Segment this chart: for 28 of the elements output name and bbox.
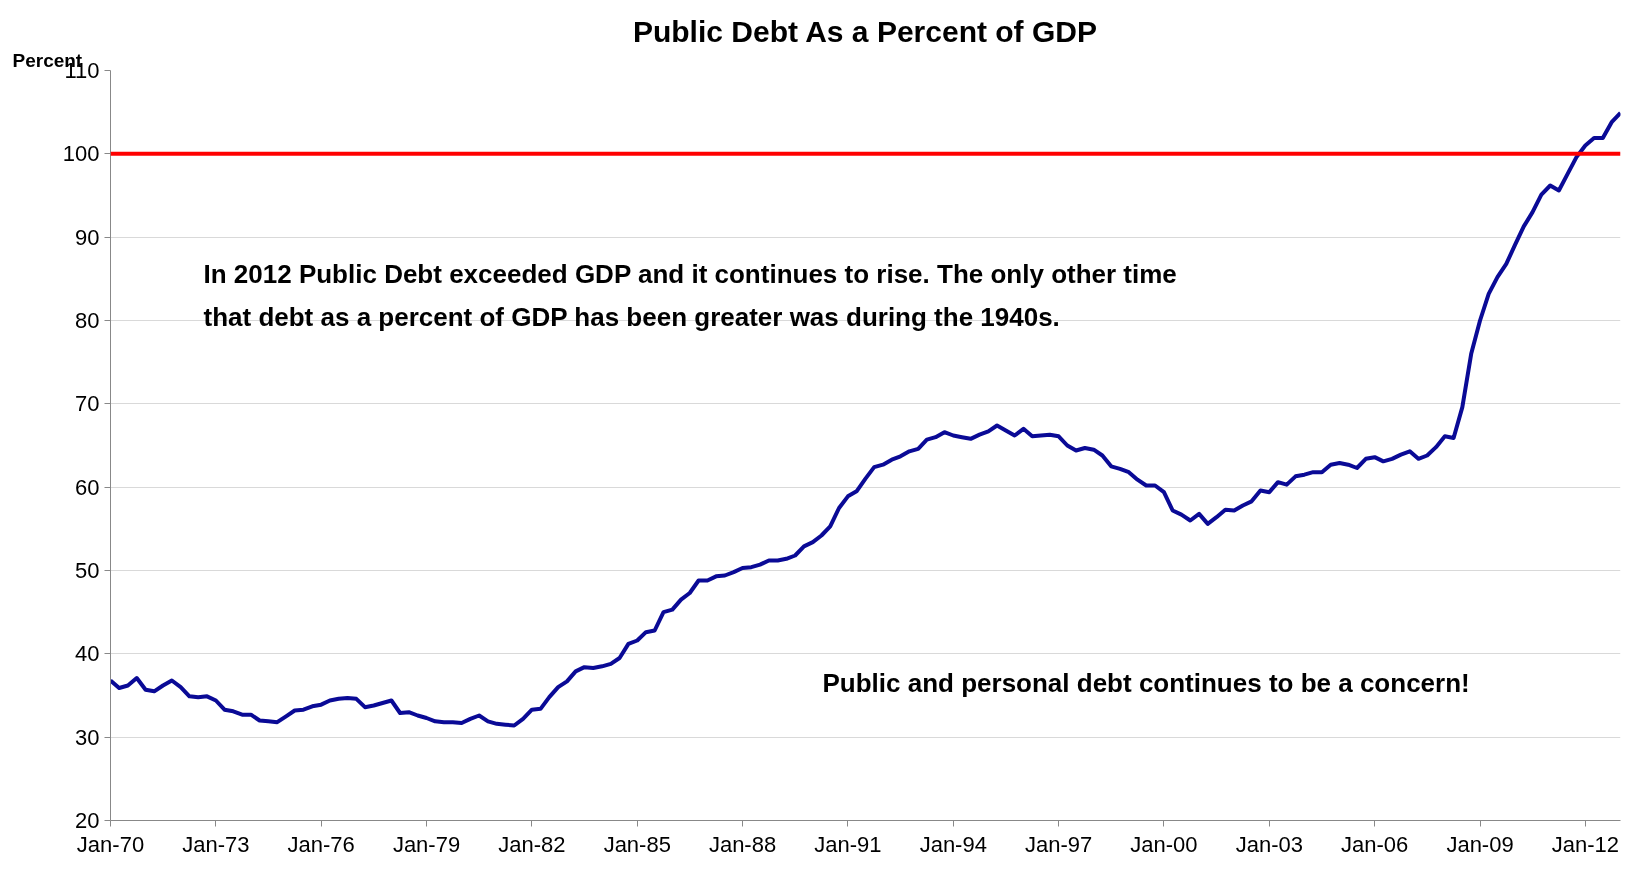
x-tick-label: Jan-12 <box>1551 831 1619 857</box>
x-tick-label: Jan-06 <box>1341 831 1409 857</box>
y-tick-label: 50 <box>75 558 100 583</box>
y-tick-label: 70 <box>75 391 100 417</box>
y-tick-label: 60 <box>75 474 100 500</box>
x-tick-label: Jan-91 <box>814 831 882 857</box>
line-series <box>110 111 1621 728</box>
x-tick-label: Jan-88 <box>708 831 777 857</box>
x-tick-label: Jan-79 <box>392 831 461 857</box>
y-tick-label: 20 <box>75 808 100 833</box>
chart-title: Public Debt As a Percent of GDP <box>632 14 1097 48</box>
x-tick-label: Jan-97 <box>1025 831 1093 857</box>
x-tick-label: Jan-94 <box>919 831 987 857</box>
x-tick-label: Jan-70 <box>76 831 145 857</box>
y-tick-label: 100 <box>62 141 100 167</box>
x-tick-label: Jan-73 <box>182 831 250 857</box>
annotation: In 2012 Public Debt exceeded GDP and it continues to rise. The only other time that debt as a percent of GDP has been greater was during the 1940s. <box>203 258 1177 332</box>
x-tick-label: Jan-09 <box>1446 831 1514 857</box>
y-tick-label: 80 <box>75 308 100 333</box>
x-tick-label: Jan-03 <box>1235 831 1303 857</box>
y-tick-label: 90 <box>75 224 100 250</box>
annotation: Public and personal debt continues to be a concern! <box>822 667 1470 698</box>
x-tick-label: Jan-82 <box>498 831 566 857</box>
x-tick-label: Jan-76 <box>287 831 355 857</box>
x-tick-label: Jan-00 <box>1130 831 1198 857</box>
y-tick-label: 30 <box>75 724 100 750</box>
y-tick-label: 40 <box>75 641 100 667</box>
x-tick-label: Jan-85 <box>603 831 671 857</box>
